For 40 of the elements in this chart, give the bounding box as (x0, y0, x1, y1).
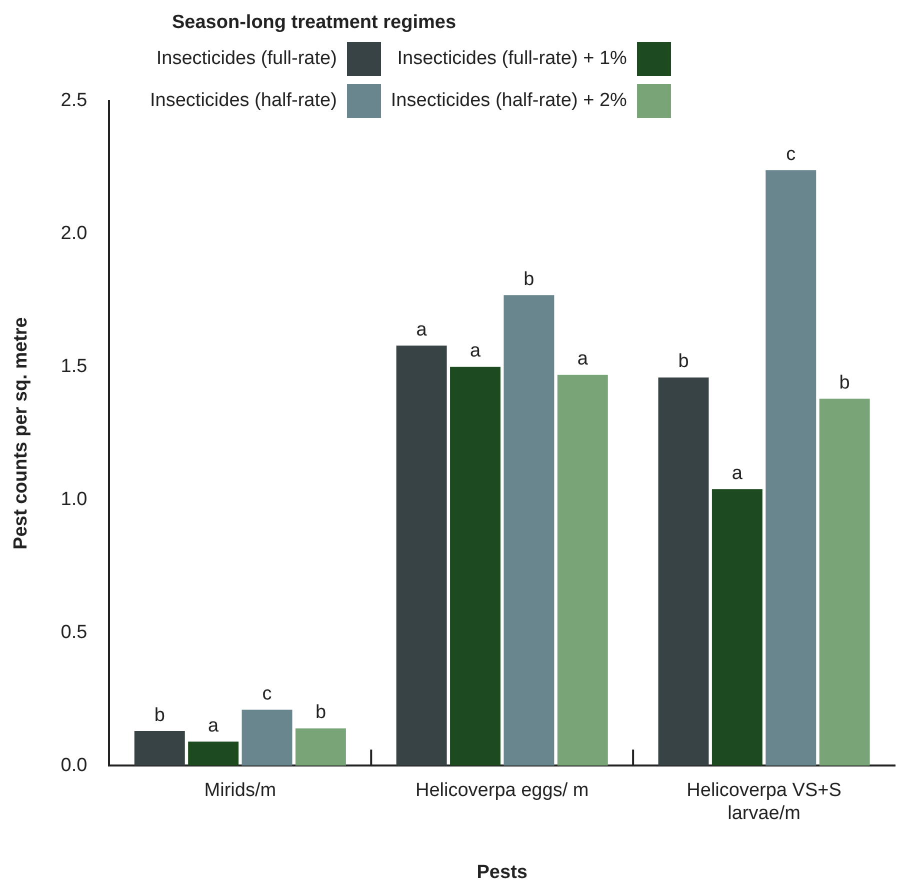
legend-label: Insecticides (half-rate) + 2% (390, 90, 627, 112)
data-label: a (470, 340, 481, 362)
legend-label: Insecticides (half-rate) (150, 90, 337, 112)
bar (819, 398, 870, 766)
bar (450, 366, 500, 766)
legend-label: Insecticides (full-rate) (155, 48, 337, 70)
legend-title: Season-long treatment regimes (172, 12, 458, 34)
bar (134, 731, 185, 766)
data-label: a (732, 462, 743, 484)
data-label: b (154, 704, 165, 726)
bar (658, 377, 709, 766)
y-tick-label: 2.5 (60, 90, 88, 112)
x-tick-label: Helicoverpa VS+S larvae/m (686, 780, 842, 824)
bar (188, 742, 239, 766)
y-tick-label: 1.0 (60, 488, 88, 510)
data-label: b (524, 268, 534, 290)
legend-label: Insecticides (full-rate) + 1% (396, 48, 627, 70)
data-label: c (262, 684, 272, 705)
data-label: b (315, 702, 326, 724)
bar (712, 489, 762, 766)
data-label: a (416, 319, 428, 340)
y-tick-label: 1.5 (60, 356, 88, 378)
data-label: a (577, 348, 588, 370)
y-tick-label: 0.0 (60, 754, 88, 776)
data-label: b (839, 372, 850, 394)
y-tick-label: 2.0 (60, 223, 88, 244)
data-label: a (208, 715, 220, 736)
x-tick-label: Helicoverpa eggs/ m (416, 780, 589, 802)
data-label: c (786, 144, 796, 165)
bar (504, 295, 554, 766)
y-tick-label: 0.5 (60, 622, 88, 643)
x-tick-label: Mirids/m (204, 780, 276, 802)
bar (396, 346, 447, 766)
data-label: b (678, 351, 689, 372)
bar (295, 728, 346, 766)
x-axis-title: Pests (476, 862, 528, 883)
y-axis-title: Pest counts per sq. metre (10, 317, 32, 550)
bar (557, 374, 608, 766)
bar (766, 170, 816, 766)
bar (242, 710, 292, 766)
